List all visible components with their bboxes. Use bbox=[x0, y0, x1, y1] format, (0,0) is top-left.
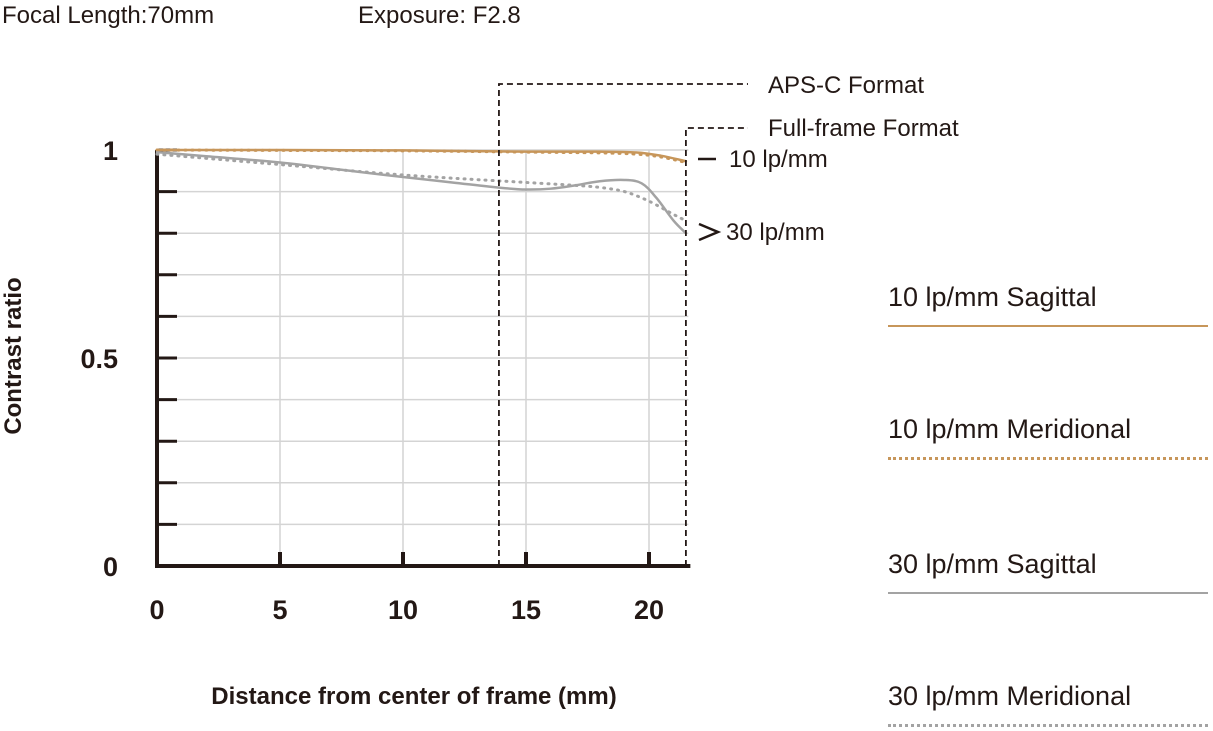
chevron-right-icon bbox=[698, 222, 722, 242]
x-tick-label: 20 bbox=[634, 595, 664, 625]
y-tick-label: 1 bbox=[103, 136, 118, 166]
exposure-label: Exposure: F2.8 bbox=[358, 2, 521, 29]
series-line-10-lp-mm-sagittal bbox=[155, 148, 688, 163]
legend-item-30lp-sagittal: 30 lp/mm Sagittal bbox=[888, 548, 1208, 594]
legend-swatch-solid-gray bbox=[888, 592, 1208, 594]
x-tick-label: 10 bbox=[388, 595, 418, 625]
full-frame-format-marker bbox=[685, 127, 748, 566]
legend-label: 30 lp/mm Meridional bbox=[888, 681, 1132, 711]
annotation-30lp: 30 lp/mm bbox=[726, 219, 825, 246]
x-axis-label: Distance from center of frame (mm) bbox=[211, 683, 617, 710]
x-tick-label: 0 bbox=[149, 595, 164, 625]
x-tick-label: 15 bbox=[511, 595, 541, 625]
series-line-30-lp-mm-meridional bbox=[155, 152, 688, 223]
y-axis-label: Contrast ratio bbox=[0, 277, 27, 435]
legend-item-10lp-sagittal: 10 lp/mm Sagittal bbox=[888, 281, 1208, 327]
legend-label: 30 lp/mm Sagittal bbox=[888, 549, 1097, 579]
legend-swatch-dotted-gray bbox=[888, 724, 1208, 727]
legend-swatch-dotted-brown bbox=[888, 457, 1208, 460]
aps-c-format-marker bbox=[498, 83, 748, 566]
annotation-10lp: 10 lp/mm bbox=[729, 146, 828, 173]
x-tick-label: 5 bbox=[272, 595, 287, 625]
series-line-30-lp-mm-sagittal bbox=[155, 150, 688, 235]
y-tick-label: 0 bbox=[103, 552, 118, 582]
legend-label: 10 lp/mm Meridional bbox=[888, 414, 1132, 444]
aps-c-format-label: APS-C Format bbox=[768, 72, 924, 99]
y-tick-label: 0.5 bbox=[80, 344, 118, 374]
legend-swatch-solid-brown bbox=[888, 325, 1208, 327]
legend-label: 10 lp/mm Sagittal bbox=[888, 282, 1097, 312]
series-line-10-lp-mm-meridional bbox=[155, 148, 688, 164]
focal-length-label: Focal Length:70mm bbox=[2, 2, 215, 29]
legend-item-30lp-meridional: 30 lp/mm Meridional bbox=[888, 680, 1208, 727]
legend-item-10lp-meridional: 10 lp/mm Meridional bbox=[888, 413, 1208, 460]
full-frame-format-label: Full-frame Format bbox=[768, 115, 959, 142]
